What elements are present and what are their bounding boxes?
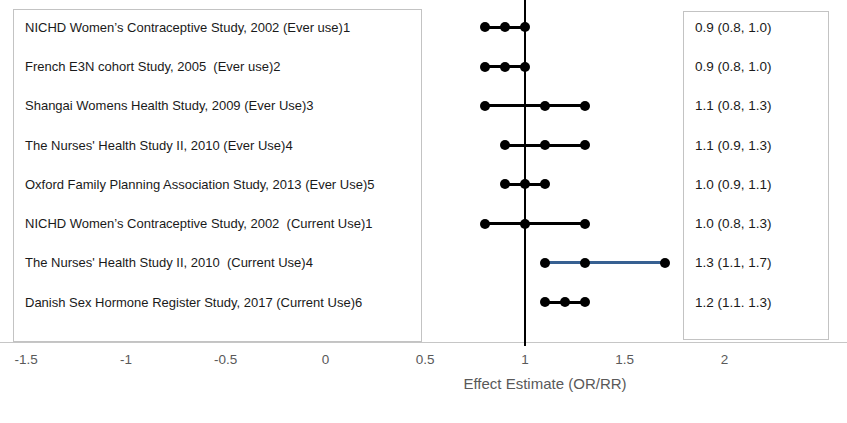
ci-low-dot — [480, 22, 490, 32]
estimate-label: 1.0 (0.8, 1.3) — [695, 215, 772, 232]
ci-line — [485, 222, 585, 225]
x-axis-tick-label: -0.5 — [196, 352, 256, 367]
ci-low-dot — [540, 258, 550, 268]
estimate-dot — [560, 297, 570, 307]
study-label: Oxford Family Planning Association Study… — [25, 176, 374, 193]
estimate-label: 1.1 (0.9, 1.3) — [695, 137, 772, 154]
reference-line — [524, 0, 526, 346]
x-axis-tick-label: 0.5 — [395, 352, 455, 367]
study-label: French E3N cohort Study, 2005 (Ever use)… — [25, 58, 281, 75]
estimate-label: 1.3 (1.1, 1.7) — [695, 254, 772, 271]
ci-line — [485, 104, 585, 107]
study-label: The Nurses' Health Study II, 2010 (Curre… — [25, 254, 313, 271]
x-axis-tick-label: -1 — [96, 352, 156, 367]
estimate-dot — [500, 62, 510, 72]
x-axis-tick-label: 0 — [296, 352, 356, 367]
study-label: NICHD Women’s Contraceptive Study, 2002 … — [25, 215, 373, 232]
forest-plot-chart: NICHD Women’s Contraceptive Study, 2002 … — [0, 0, 847, 423]
ci-high-dot — [520, 62, 530, 72]
ci-low-dot — [480, 62, 490, 72]
ci-high-dot — [520, 22, 530, 32]
study-label: The Nurses' Health Study II, 2010 (Ever … — [25, 137, 293, 154]
estimate-dot — [520, 179, 530, 189]
x-axis-tick-label: 1 — [495, 352, 555, 367]
ci-high-dot — [580, 101, 590, 111]
ci-high-dot — [660, 258, 670, 268]
ci-line-highlighted — [545, 261, 665, 264]
x-axis-line — [0, 342, 847, 343]
x-axis-tick-label: 2 — [695, 352, 755, 367]
study-label: NICHD Women’s Contraceptive Study, 2002 … — [25, 19, 350, 36]
study-label: Shangai Womens Health Study, 2009 (Ever … — [25, 97, 314, 114]
ci-low-dot — [540, 297, 550, 307]
estimate-label: 1.1 (0.8, 1.3) — [695, 97, 772, 114]
estimate-label: 0.9 (0.8, 1.0) — [695, 58, 772, 75]
estimate-label: 1.2 (1.1. 1.3) — [695, 294, 772, 311]
estimate-dot — [500, 22, 510, 32]
ci-high-dot — [540, 179, 550, 189]
estimate-dot — [520, 219, 530, 229]
estimate-dot — [540, 140, 550, 150]
estimate-dot — [540, 101, 550, 111]
x-axis-tick-label: -1.5 — [0, 352, 56, 367]
ci-low-dot — [480, 101, 490, 111]
ci-low-dot — [500, 179, 510, 189]
ci-high-dot — [580, 219, 590, 229]
ci-low-dot — [480, 219, 490, 229]
estimate-dot — [580, 258, 590, 268]
study-label: Danish Sex Hormone Register Study, 2017 … — [25, 294, 362, 311]
ci-high-dot — [580, 297, 590, 307]
ci-low-dot — [500, 140, 510, 150]
estimate-label: 1.0 (0.9, 1.1) — [695, 176, 772, 193]
x-axis-title: Effect Estimate (OR/RR) — [435, 375, 655, 392]
estimate-label: 0.9 (0.8, 1.0) — [695, 19, 772, 36]
x-axis-tick-label: 1.5 — [595, 352, 655, 367]
ci-high-dot — [580, 140, 590, 150]
